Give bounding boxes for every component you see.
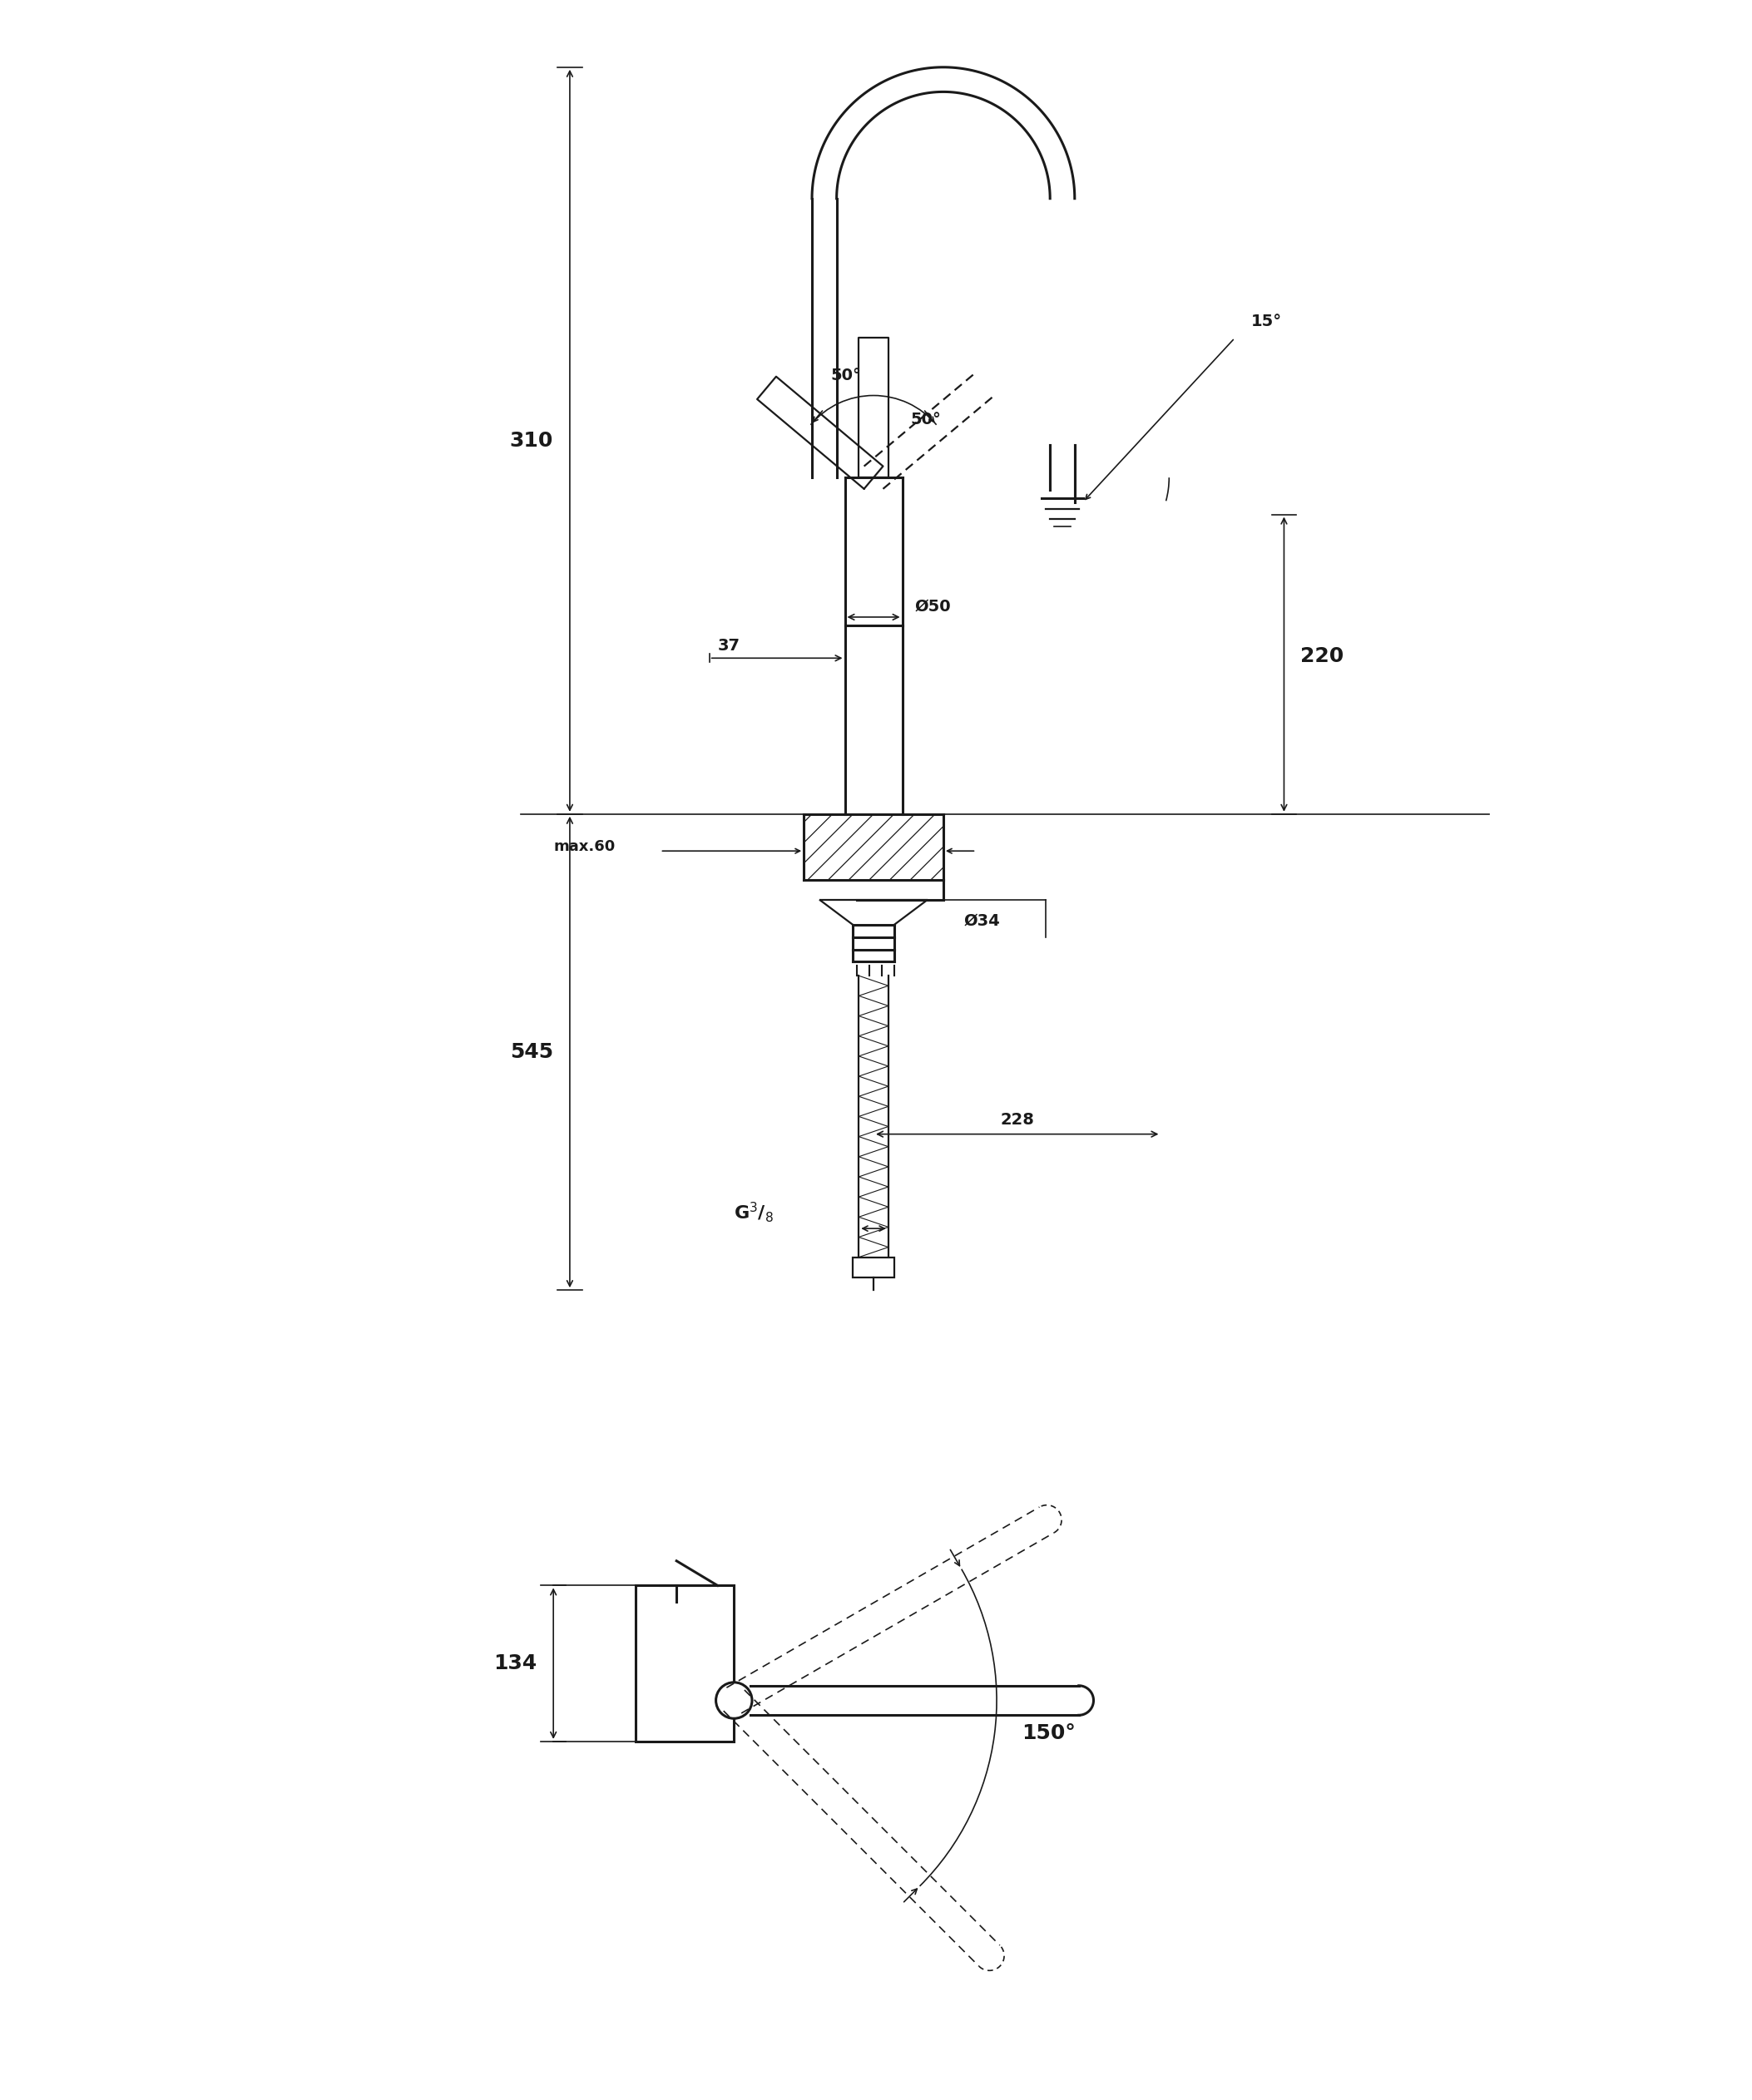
Bar: [804, 815, 943, 880]
Text: 15°: 15°: [1251, 313, 1282, 330]
Text: 310: 310: [510, 430, 554, 452]
Text: 134: 134: [494, 1653, 536, 1674]
Text: 228: 228: [1000, 1111, 1034, 1128]
Text: 545: 545: [510, 1042, 554, 1063]
Text: 220: 220: [1300, 647, 1344, 666]
Bar: [636, 1586, 734, 1741]
Text: 50°: 50°: [911, 412, 941, 428]
Text: 150°: 150°: [1021, 1724, 1076, 1743]
Circle shape: [717, 1682, 752, 1718]
Text: Ø34: Ø34: [964, 914, 1000, 928]
Text: 50°: 50°: [830, 368, 862, 382]
Bar: [853, 1258, 894, 1277]
Text: max.60: max.60: [554, 840, 615, 855]
Text: 37: 37: [718, 638, 739, 653]
Text: G$^{3}$/$_{8}$: G$^{3}$/$_{8}$: [734, 1199, 774, 1224]
Text: Ø50: Ø50: [915, 598, 951, 615]
